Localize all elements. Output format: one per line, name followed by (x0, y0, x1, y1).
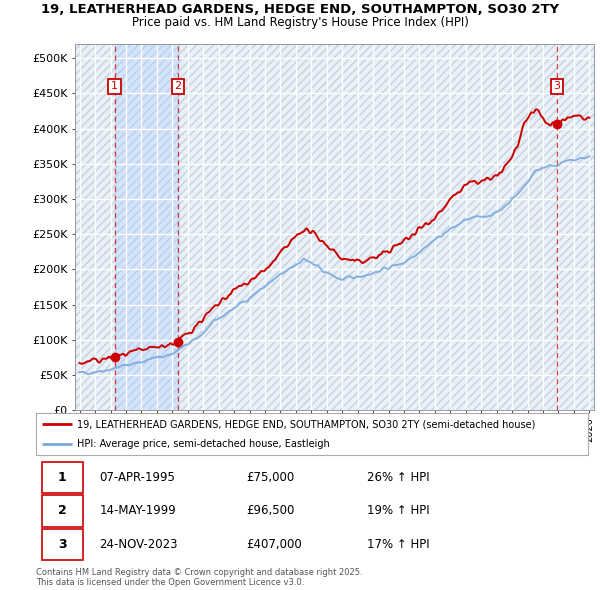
FancyBboxPatch shape (41, 461, 83, 493)
Text: 3: 3 (553, 81, 560, 91)
Text: 19% ↑ HPI: 19% ↑ HPI (367, 504, 430, 517)
Text: 1: 1 (111, 81, 118, 91)
Text: 07-APR-1995: 07-APR-1995 (100, 471, 175, 484)
FancyBboxPatch shape (41, 529, 83, 560)
Text: 24-NOV-2023: 24-NOV-2023 (100, 538, 178, 551)
Text: 2: 2 (58, 504, 67, 517)
Text: 14-MAY-1999: 14-MAY-1999 (100, 504, 176, 517)
Text: 26% ↑ HPI: 26% ↑ HPI (367, 471, 430, 484)
Text: This data is licensed under the Open Government Licence v3.0.: This data is licensed under the Open Gov… (36, 578, 304, 587)
Text: Price paid vs. HM Land Registry's House Price Index (HPI): Price paid vs. HM Land Registry's House … (131, 16, 469, 29)
Text: £407,000: £407,000 (246, 538, 302, 551)
Text: HPI: Average price, semi-detached house, Eastleigh: HPI: Average price, semi-detached house,… (77, 439, 330, 449)
Text: 17% ↑ HPI: 17% ↑ HPI (367, 538, 430, 551)
Text: 1: 1 (58, 471, 67, 484)
Text: Contains HM Land Registry data © Crown copyright and database right 2025.: Contains HM Land Registry data © Crown c… (36, 568, 362, 576)
Text: 2: 2 (175, 81, 182, 91)
Text: 3: 3 (58, 538, 67, 551)
Text: £75,000: £75,000 (246, 471, 294, 484)
Text: 19, LEATHERHEAD GARDENS, HEDGE END, SOUTHAMPTON, SO30 2TY (semi-detached house): 19, LEATHERHEAD GARDENS, HEDGE END, SOUT… (77, 419, 536, 430)
Bar (115, 44, 178, 410)
Text: 19, LEATHERHEAD GARDENS, HEDGE END, SOUTHAMPTON, SO30 2TY: 19, LEATHERHEAD GARDENS, HEDGE END, SOUT… (41, 3, 559, 16)
Text: £96,500: £96,500 (246, 504, 294, 517)
FancyBboxPatch shape (41, 495, 83, 527)
